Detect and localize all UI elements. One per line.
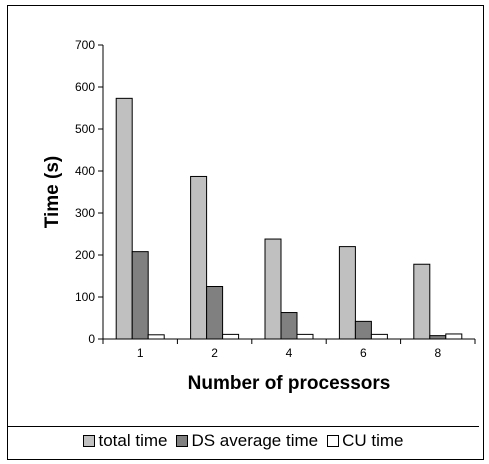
y-tick-label: 100	[75, 290, 95, 304]
bar-total-time-2	[190, 175, 208, 340]
bars	[115, 97, 463, 340]
legend: total time DS average time CU time	[8, 426, 479, 455]
x-axis-ticks: 1 2 4 6 8	[102, 339, 476, 360]
bar-cu-time-8	[445, 333, 463, 340]
chart-frame	[7, 5, 484, 460]
y-tick-label: 700	[75, 38, 95, 52]
bar-ds-average-time-8	[429, 335, 447, 340]
bar-ds-average-time-1	[131, 251, 149, 340]
x-tick-label: 4	[286, 346, 293, 360]
bar-ds-average-time-4	[280, 312, 298, 340]
bar-cu-time-1	[147, 334, 165, 340]
legend-swatch	[83, 435, 96, 447]
legend-item: CU time	[327, 431, 404, 451]
x-tick-label: 6	[360, 346, 367, 360]
x-tick-label: 2	[211, 346, 218, 360]
bar-cu-time-4	[296, 333, 314, 340]
bar-total-time-1	[115, 97, 133, 340]
bar-cu-time-6	[370, 333, 388, 340]
legend-swatch	[176, 435, 189, 447]
y-axis-ticks: 0 100 200 300 400 500 600 700	[75, 38, 103, 346]
bar-ds-average-time-6	[354, 320, 372, 340]
x-axis-title: Number of processors	[188, 373, 391, 394]
x-tick-label: 1	[137, 346, 144, 360]
y-tick-label: 400	[75, 164, 95, 178]
legend-label: DS average time	[191, 431, 319, 450]
y-tick-label: 0	[88, 332, 95, 346]
bar-cu-time-2	[222, 333, 240, 340]
y-tick-label: 600	[75, 80, 95, 94]
bar-total-time-6	[338, 246, 356, 340]
y-tick-label: 500	[75, 122, 95, 136]
bar-chart: 0 100 200 300 400 500 600 700 1 2 4 6 8 Time (s) Nu…	[42, 38, 476, 394]
legend-item: DS average time	[176, 431, 318, 451]
y-axis-title: Time (s)	[42, 156, 63, 229]
bar-total-time-8	[413, 263, 431, 340]
legend-swatch	[327, 435, 340, 447]
legend-label: CU time	[342, 431, 404, 450]
legend-label: total time	[98, 431, 168, 450]
x-tick-label: 8	[434, 346, 441, 360]
bar-ds-average-time-2	[206, 286, 224, 340]
y-tick-label: 300	[75, 206, 95, 220]
y-tick-label: 200	[75, 248, 95, 262]
bar-total-time-4	[264, 238, 282, 340]
legend-item: total time	[83, 431, 167, 451]
